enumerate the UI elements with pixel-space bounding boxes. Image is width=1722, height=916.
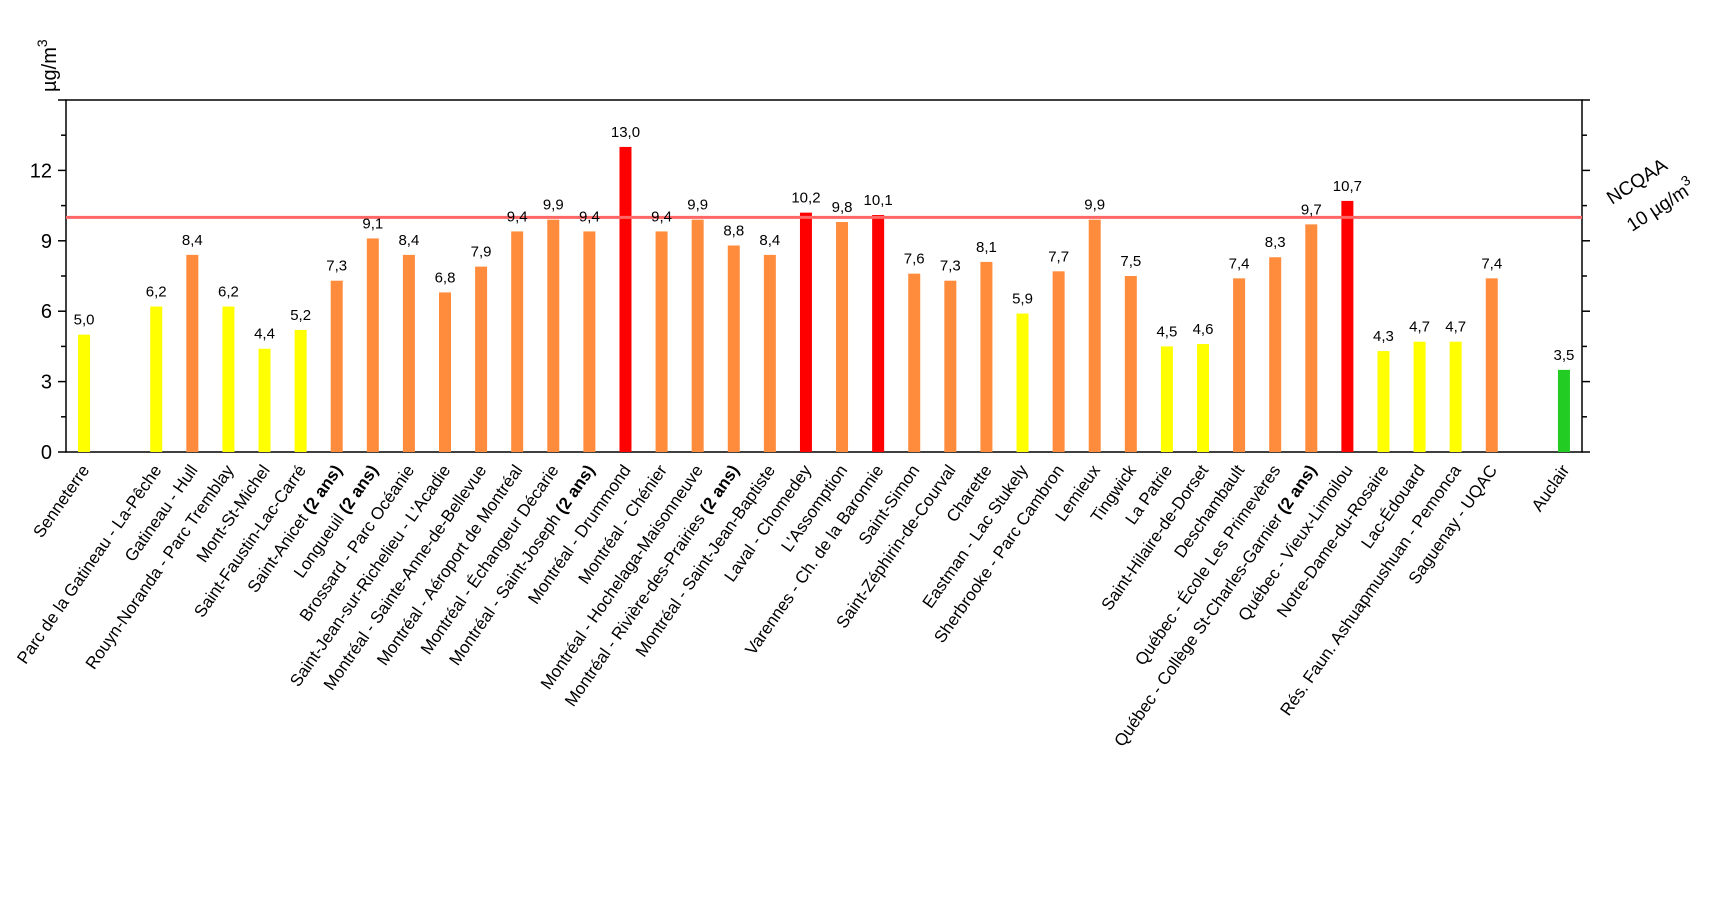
bar (1088, 219, 1101, 452)
bar (511, 231, 524, 452)
bar-value-label: 6,2 (218, 284, 239, 301)
bar-value-label: 13,0 (611, 124, 640, 141)
bar (258, 348, 271, 452)
bar (1341, 200, 1354, 452)
bar (1557, 369, 1570, 452)
bar (655, 231, 668, 452)
bar (1305, 224, 1318, 452)
bar-value-label: 9,8 (832, 199, 853, 216)
value-labels: 5,0 6,2 8,4 6,2 4,4 5,2 7,3 9,1 8,4 6,8 7,9 9,4 9,9 9… (74, 124, 1575, 364)
bar-value-label: 9,1 (362, 215, 383, 232)
bar (547, 219, 560, 452)
bar-value-label: 7,6 (904, 251, 925, 268)
bar (763, 254, 776, 452)
bar-value-label: 7,3 (326, 258, 347, 275)
bar-value-label: 4,6 (1193, 321, 1214, 338)
bar-value-label: 10,7 (1333, 178, 1362, 195)
bar-value-label: 9,9 (543, 197, 564, 214)
y-tick-label: 3 (41, 372, 52, 394)
bar-value-label: 10,2 (791, 190, 820, 207)
bar (619, 146, 632, 452)
bar-value-label: 4,4 (254, 326, 275, 343)
bar-value-label: 8,4 (398, 232, 419, 249)
bar-value-label: 6,2 (146, 284, 167, 301)
bar (402, 254, 415, 452)
bar (799, 212, 812, 452)
x-category-label: Senneterre (30, 461, 94, 541)
bar (366, 238, 379, 452)
bar-value-label: 4,7 (1445, 319, 1466, 336)
bar (1233, 278, 1246, 452)
bar (1160, 346, 1173, 452)
bar (150, 306, 163, 452)
bar-value-label: 8,4 (182, 232, 203, 249)
bar (908, 273, 921, 452)
bar-value-label: 8,1 (976, 239, 997, 256)
y-tick-label: 6 (41, 301, 52, 323)
bar (78, 334, 91, 452)
x-category-label: Auclair (1528, 461, 1574, 515)
bar-value-label: 8,3 (1265, 234, 1286, 251)
x-category-label: Rouyn-Noranda - Parc Tremblay (82, 461, 238, 673)
bar (944, 280, 957, 452)
axes-frame: 0 3 6 9 12 µg/m3 (30, 39, 1590, 464)
bar-value-label: 3,5 (1554, 347, 1575, 364)
bar (186, 254, 199, 452)
bar-value-label: 7,4 (1481, 255, 1502, 272)
bar-value-label: 9,7 (1301, 201, 1322, 218)
y-axis-label-sup: 3 (34, 39, 50, 47)
bar-value-label: 9,9 (1084, 197, 1105, 214)
plot-frame (65, 99, 1583, 453)
bar-value-label: 10,1 (864, 192, 893, 209)
bar (980, 261, 993, 452)
bar-value-label: 7,3 (940, 258, 961, 275)
bar (691, 219, 704, 452)
bar (439, 292, 451, 452)
bar-value-label: 4,3 (1373, 328, 1394, 345)
bar (330, 280, 343, 452)
bar-value-label: 9,9 (687, 197, 708, 214)
bar-value-label: 6,8 (435, 269, 456, 286)
bar-value-label: 9,4 (579, 208, 600, 225)
bar (294, 329, 307, 452)
bar (1197, 344, 1209, 452)
y-tick-label: 12 (30, 160, 52, 182)
bar-value-label: 7,9 (471, 244, 492, 261)
bar (583, 231, 596, 452)
bar (872, 214, 885, 452)
bar-value-label: 7,5 (1120, 253, 1141, 270)
bar (727, 245, 740, 452)
bar (836, 222, 849, 452)
bar (1016, 313, 1029, 452)
y-tick-label: 0 (41, 442, 52, 464)
bars (78, 146, 1570, 452)
bar (1377, 351, 1390, 452)
bar-value-label: 4,7 (1409, 319, 1430, 336)
bar (1485, 278, 1498, 452)
bar-value-label: 4,5 (1156, 323, 1177, 340)
bar-value-label: 5,0 (74, 312, 95, 329)
y-axis-label: µg/m3 (34, 39, 61, 92)
x-category-label: Parc de la Gatineau - La-Pêche (13, 461, 165, 667)
bar-value-label: 5,2 (290, 307, 311, 324)
bar-value-label: 9,4 (651, 208, 672, 225)
reference-value-sup: 3 (1678, 172, 1693, 190)
bar (1449, 341, 1462, 452)
bar-value-label: 8,4 (759, 232, 780, 249)
bar-value-label: 8,8 (723, 222, 744, 239)
bar (1413, 341, 1426, 452)
bar (1124, 276, 1137, 452)
bar (222, 306, 235, 452)
bar-value-label: 9,4 (507, 208, 528, 225)
bar (1052, 271, 1065, 452)
y-tick-label: 9 (41, 231, 52, 253)
bar-value-label: 5,9 (1012, 291, 1033, 308)
bar (475, 266, 488, 452)
bar (1269, 257, 1282, 452)
bar-value-label: 7,4 (1229, 255, 1250, 272)
bar-value-label: 7,7 (1048, 248, 1069, 265)
